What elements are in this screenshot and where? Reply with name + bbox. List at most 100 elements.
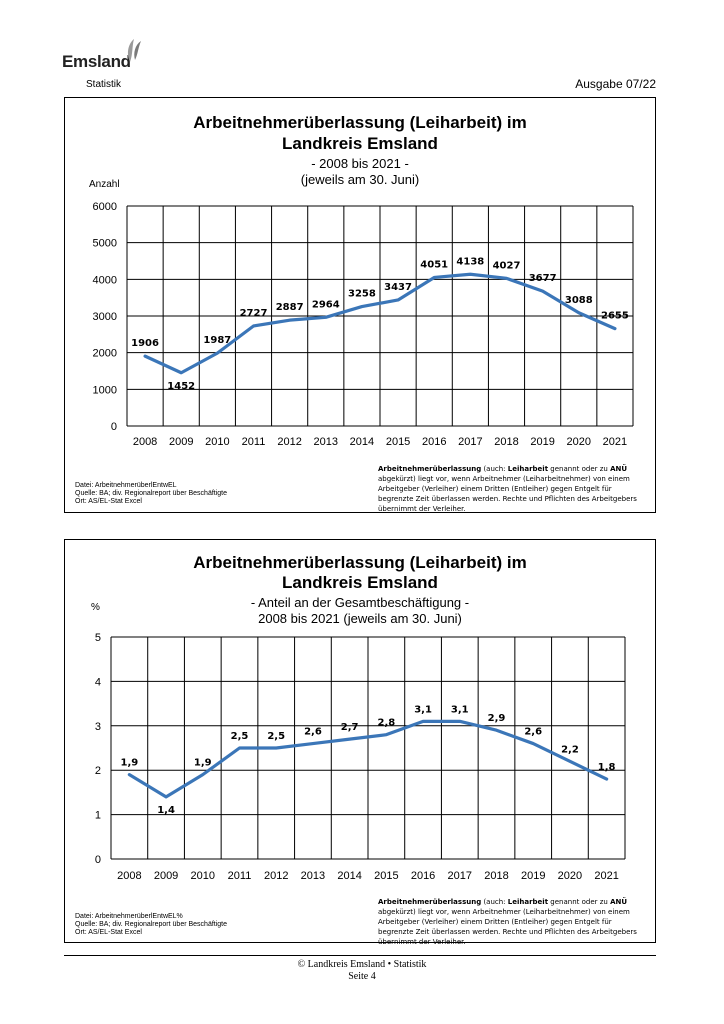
x-tick-label: 2015 xyxy=(386,436,410,448)
x-tick-label: 2016 xyxy=(422,436,446,448)
note-term: Arbeitnehmerüberlassung xyxy=(378,465,482,473)
source-line: Ort: AS/EL-Stat Excel xyxy=(75,498,142,505)
chart-subtitle: - Anteil an der Gesamtbeschäftigung - xyxy=(250,595,470,610)
data-label: 2887 xyxy=(276,302,304,313)
x-tick-label: 2016 xyxy=(411,870,435,882)
note-text: genannt oder zu xyxy=(548,465,611,473)
chart-title-line2: Landkreis Emsland xyxy=(282,134,438,153)
data-label: 2,6 xyxy=(304,727,322,738)
source-line: Quelle: BA; div. Regionalreport über Bes… xyxy=(75,921,228,928)
line-chart-count: 0 1000 2000 3000 4000 5000 6000 2008 2009 2010 201… xyxy=(93,201,634,448)
y-tick-label: 0 xyxy=(111,421,117,433)
series-line xyxy=(143,272,617,375)
x-tick-label: 2012 xyxy=(277,436,301,448)
y-tick-label: 5 xyxy=(95,632,101,644)
data-label: 4051 xyxy=(420,259,448,270)
data-label: 2,8 xyxy=(377,718,395,729)
data-label: 2655 xyxy=(601,311,629,322)
x-tick-label: 2011 xyxy=(228,870,252,882)
data-label: 3437 xyxy=(384,282,412,293)
note-text: (auch: xyxy=(481,898,508,906)
emsland-logo: Emsland xyxy=(62,38,152,78)
note-alias: Leiharbeit xyxy=(507,465,549,473)
chart-title-line2: Landkreis Emsland xyxy=(282,573,438,592)
footer-copyright: © Landkreis Emsland • Statistik xyxy=(297,959,427,970)
note-term: Arbeitnehmerüberlassung xyxy=(378,898,482,906)
x-tick-label: 2018 xyxy=(494,436,518,448)
y-axis-label: Anzahl xyxy=(89,179,120,190)
data-label: 3677 xyxy=(529,273,557,284)
series-line xyxy=(127,719,609,799)
data-label: 2,2 xyxy=(561,744,579,755)
y-tick-label: 6000 xyxy=(93,201,117,213)
chart-panel-share: Arbeitnehmerüberlassung (Leiharbeit) im … xyxy=(64,539,656,946)
x-tick-label: 2017 xyxy=(448,870,472,882)
x-tick-label: 2019 xyxy=(530,436,554,448)
source-line: Ort: AS/EL-Stat Excel xyxy=(75,929,142,936)
page-number: Seite 4 xyxy=(348,971,376,982)
x-tick-label: 2019 xyxy=(521,870,545,882)
data-label: 1906 xyxy=(131,338,159,349)
x-tick-label: 2015 xyxy=(374,870,398,882)
data-label: 3,1 xyxy=(451,704,469,715)
source-info: Datei: ArbeitnehmerüberlEntwEL% Quelle: … xyxy=(75,913,227,937)
x-tick-label: 2011 xyxy=(242,436,266,448)
y-tick-label: 2000 xyxy=(93,348,117,360)
data-label: 2,9 xyxy=(488,713,506,724)
footer-divider xyxy=(64,955,656,956)
data-label: 3,1 xyxy=(414,704,432,715)
chart-panel-count: Arbeitnehmerüberlassung (Leiharbeit) im … xyxy=(64,97,656,513)
definition-note: Arbeitnehmerüberlassung (auch: Leiharbei… xyxy=(378,897,648,947)
note-alias: Leiharbeit xyxy=(507,898,549,906)
x-tick-label: 2009 xyxy=(154,870,178,882)
chart-subtitle-line2: 2008 bis 2021 (jeweils am 30. Juni) xyxy=(258,611,462,626)
source-info: Datei: ArbeitnehmerüberlEntwEL Quelle: B… xyxy=(75,482,227,506)
x-tick-label: 2021 xyxy=(603,436,627,448)
data-label: 2964 xyxy=(312,299,340,310)
chart-title: Arbeitnehmerüberlassung (Leiharbeit) im xyxy=(193,553,527,572)
data-label: 1,4 xyxy=(157,805,175,816)
y-tick-label: 2 xyxy=(95,765,101,777)
note-text: abgekürzt) liegt vor, wenn Arbeitnehmer … xyxy=(378,908,637,946)
chart-subtitle-line2: (jeweils am 30. Juni) xyxy=(300,172,420,187)
source-line: Datei: ArbeitnehmerüberlEntwEL xyxy=(75,482,177,489)
logo-text: Emsland xyxy=(62,52,131,71)
chart-title: Arbeitnehmerüberlassung (Leiharbeit) im xyxy=(193,113,527,132)
data-label: 4027 xyxy=(493,260,521,271)
line-chart-share: 0 1 2 3 4 5 2008 2009 2010 2011 2012 2013 2014 2015 20… xyxy=(95,632,626,882)
y-tick-label: 3 xyxy=(95,721,101,733)
definition-note: Arbeitnehmerüberlassung (auch: Leiharbei… xyxy=(378,464,648,514)
x-tick-label: 2013 xyxy=(314,436,338,448)
data-label: 2,5 xyxy=(267,731,285,742)
x-tick-label: 2013 xyxy=(301,870,325,882)
data-label: 2,5 xyxy=(231,731,249,742)
y-tick-label: 4000 xyxy=(93,274,117,286)
data-label: 1,9 xyxy=(120,758,138,769)
x-tick-label: 2012 xyxy=(264,870,288,882)
y-tick-label: 5000 xyxy=(93,238,117,250)
y-tick-label: 4 xyxy=(95,676,101,688)
x-tick-label: 2010 xyxy=(191,870,215,882)
data-label: 1987 xyxy=(203,335,231,346)
data-label: 1,8 xyxy=(598,762,616,773)
data-label: 2727 xyxy=(240,308,268,319)
x-tick-label: 2014 xyxy=(337,870,361,882)
edition-label: Ausgabe 07/22 xyxy=(575,77,656,91)
chart-subtitle: - 2008 bis 2021 - xyxy=(311,156,409,171)
header-subtitle: Statistik xyxy=(86,79,122,90)
x-tick-label: 2009 xyxy=(169,436,193,448)
x-tick-label: 2020 xyxy=(558,870,582,882)
leaf-logo-icon xyxy=(127,39,141,62)
x-tick-label: 2008 xyxy=(117,870,141,882)
x-tick-label: 2008 xyxy=(133,436,157,448)
x-tick-label: 2021 xyxy=(594,870,618,882)
y-tick-label: 3000 xyxy=(93,311,117,323)
source-line: Datei: ArbeitnehmerüberlEntwEL% xyxy=(75,913,183,920)
data-label: 3088 xyxy=(565,295,593,306)
note-text: abgekürzt) liegt vor, wenn Arbeitnehmer … xyxy=(378,475,637,513)
y-axis-label: % xyxy=(91,602,100,613)
y-tick-label: 1 xyxy=(95,810,101,822)
source-line: Quelle: BA; div. Regionalreport über Bes… xyxy=(75,490,228,497)
x-tick-label: 2018 xyxy=(484,870,508,882)
x-tick-label: 2020 xyxy=(567,436,591,448)
